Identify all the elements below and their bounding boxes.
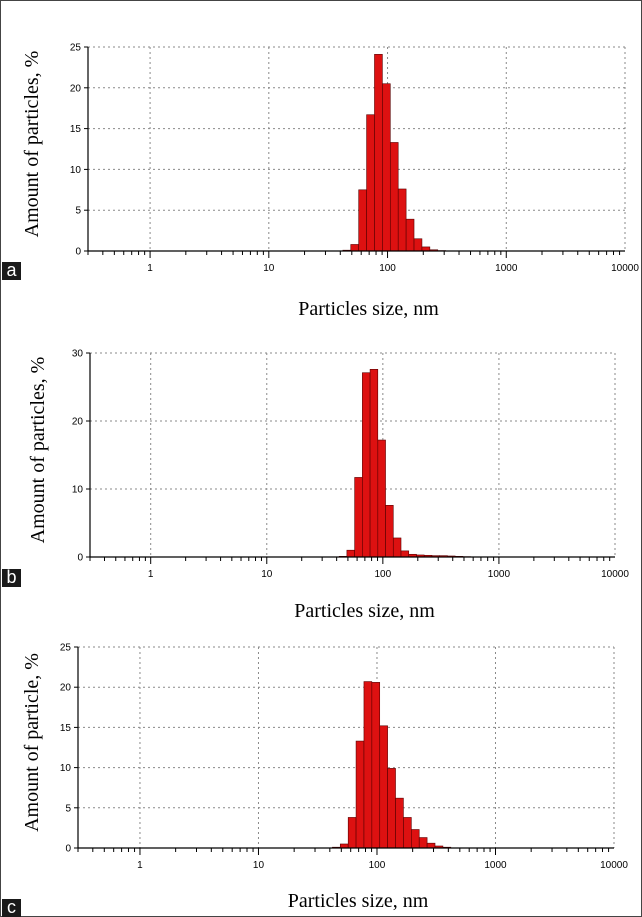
y-tick-label: 10 — [60, 763, 72, 774]
histogram-bar — [339, 843, 349, 849]
histogram-bar — [405, 218, 415, 252]
histogram-bar — [413, 238, 423, 252]
histogram-bar — [369, 369, 379, 558]
y-tick-label: 0 — [65, 844, 71, 855]
x-tick-label: 1000 — [488, 569, 511, 580]
panel-label: c — [7, 897, 16, 917]
x-tick-label: 10 — [261, 569, 273, 580]
y-tick-label: 10 — [72, 485, 84, 496]
histogram-bar — [421, 246, 431, 252]
y-tick-label: 10 — [70, 165, 82, 176]
y-axis-title: Amount of particle, % — [21, 653, 43, 832]
histogram-bar — [392, 537, 402, 558]
histogram-bar — [403, 817, 412, 849]
x-tick-label: 10000 — [600, 860, 628, 871]
chart-panel-a: 0 5 10 15 20 25 1 10 100 1000 10000 Particles size,… — [2, 43, 639, 320]
histogram-bar — [371, 682, 381, 849]
histogram-bar — [387, 768, 396, 849]
chart-panel-b: 0 10 20 30 1 10 100 1000 10000 Particles size, nm… — [2, 349, 629, 622]
y-tick-label: 15 — [60, 723, 72, 734]
y-tick-label: 20 — [60, 683, 72, 694]
y-tick-label: 5 — [65, 803, 71, 814]
x-axis-title: Particles size, nm — [298, 298, 439, 320]
y-tick-label: 20 — [72, 417, 84, 428]
y-axis-title: Amount of particles, % — [27, 357, 49, 544]
histogram-bar — [346, 549, 355, 558]
y-tick-label: 30 — [72, 349, 84, 360]
y-tick-label: 25 — [70, 43, 82, 54]
histogram-bar — [382, 83, 391, 252]
x-tick-label: 10 — [253, 860, 265, 871]
histogram-bar — [354, 477, 363, 558]
x-tick-label: 1 — [147, 263, 153, 274]
histogram-bar — [411, 829, 420, 849]
x-tick-label: 10000 — [611, 263, 639, 274]
x-axis-title: Particles size, nm — [294, 600, 435, 622]
histogram-bar — [358, 189, 367, 252]
y-tick-label: 15 — [70, 124, 82, 135]
x-tick-label: 1 — [148, 569, 154, 580]
x-axis-title: Particles size, nm — [288, 890, 429, 912]
panel-label: b — [6, 567, 16, 587]
x-tick-label: 1000 — [495, 263, 518, 274]
histogram-bar — [385, 505, 394, 558]
histogram-bar — [374, 54, 383, 252]
histogram-bar — [379, 725, 388, 849]
histogram-bar — [390, 142, 399, 252]
panel-label: a — [6, 260, 17, 280]
histogram-bar — [395, 797, 404, 849]
histogram-bar — [347, 817, 357, 849]
y-tick-label: 5 — [75, 206, 81, 217]
x-tick-label: 10 — [263, 263, 275, 274]
x-tick-label: 1 — [137, 860, 143, 871]
y-tick-label: 20 — [70, 83, 82, 94]
x-tick-label: 100 — [369, 860, 386, 871]
y-axis-title: Amount of particles, % — [21, 51, 43, 238]
x-tick-label: 100 — [379, 263, 396, 274]
x-tick-label: 1000 — [484, 860, 507, 871]
histogram-bar — [355, 740, 365, 849]
histogram-bar — [426, 842, 436, 849]
histogram-bar — [363, 681, 373, 849]
histogram-bar — [377, 439, 386, 558]
y-tick-label: 0 — [77, 553, 83, 564]
plot-area — [78, 647, 614, 848]
x-tick-label: 10000 — [601, 569, 629, 580]
chart-panel-c: 0 5 10 15 20 25 1 10 100 1000 10000 Particles size,… — [2, 643, 628, 917]
histogram-bar — [366, 114, 375, 252]
y-tick-label: 0 — [75, 247, 81, 258]
panel-label-box — [2, 569, 21, 587]
histogram-bar — [350, 244, 359, 252]
histogram-bar — [418, 837, 428, 849]
y-tick-label: 25 — [60, 643, 72, 654]
plot-area — [88, 47, 625, 251]
histogram-bar — [400, 550, 410, 558]
plot-area — [90, 353, 615, 557]
panel-label-box — [2, 262, 21, 280]
histogram-bar — [397, 188, 407, 252]
x-tick-label: 100 — [375, 569, 392, 580]
histogram-bar — [362, 372, 371, 558]
panel-label-box — [2, 899, 21, 917]
